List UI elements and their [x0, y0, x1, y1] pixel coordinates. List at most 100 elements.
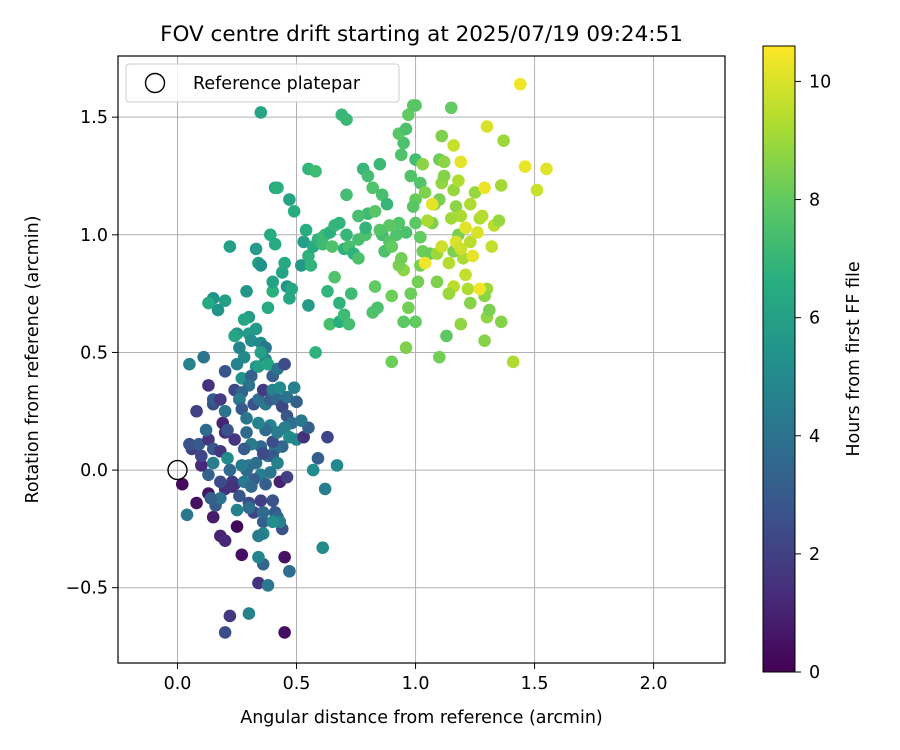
data-point: [230, 503, 244, 517]
colorbar-tick-label: 10: [809, 72, 831, 92]
data-point: [297, 430, 310, 444]
data-point: [340, 228, 353, 242]
colorbar-tick-label: 6: [809, 309, 820, 329]
data-point: [309, 164, 322, 178]
data-points: [175, 77, 553, 639]
data-point: [283, 193, 296, 206]
data-point: [206, 510, 220, 524]
data-point: [221, 423, 234, 437]
data-point: [240, 412, 253, 425]
data-point: [214, 475, 227, 489]
data-point: [225, 480, 239, 493]
data-point: [359, 221, 372, 235]
data-point: [380, 197, 394, 211]
data-point: [297, 235, 310, 249]
data-point: [252, 416, 265, 430]
data-point: [492, 214, 506, 227]
data-point: [373, 157, 387, 171]
data-point: [368, 204, 382, 218]
data-point: [214, 492, 227, 505]
data-point: [399, 226, 413, 239]
data-point: [337, 308, 351, 322]
data-point: [449, 200, 463, 213]
data-point: [344, 287, 358, 300]
data-point: [290, 395, 303, 409]
data-point: [271, 456, 284, 470]
data-point: [287, 381, 301, 395]
data-point: [218, 534, 232, 547]
data-point: [202, 468, 215, 482]
data-point: [333, 296, 346, 310]
data-point: [223, 463, 237, 477]
data-point: [330, 459, 344, 472]
x-tick-label: 0.5: [283, 674, 311, 694]
data-point: [352, 252, 365, 265]
data-point: [202, 433, 215, 446]
legend-box: [125, 63, 400, 103]
data-point: [249, 456, 263, 470]
data-point: [454, 209, 468, 223]
data-point: [454, 317, 468, 331]
data-point: [513, 77, 527, 91]
data-point: [342, 317, 356, 331]
data-point: [399, 341, 413, 355]
data-point: [418, 256, 432, 270]
data-point: [218, 294, 232, 307]
data-point: [221, 452, 234, 465]
data-point: [254, 494, 268, 507]
colorbar-tick-label: 0: [809, 663, 820, 683]
chart-title: FOV centre drift starting at 2025/07/19 …: [160, 22, 683, 47]
colorbar-gradient: [762, 45, 796, 673]
data-point: [304, 259, 318, 272]
x-tick-label: 0.0: [164, 674, 192, 694]
data-point: [385, 355, 399, 369]
reference-platepar-marker: [167, 459, 188, 481]
data-point: [409, 99, 422, 112]
data-point: [340, 188, 353, 202]
y-tick-label: 0.0: [80, 461, 108, 481]
data-point: [218, 404, 232, 418]
data-point: [321, 430, 334, 444]
data-point: [463, 235, 477, 249]
data-point: [452, 174, 465, 187]
data-point: [530, 183, 544, 197]
data-point: [361, 169, 375, 183]
data-point: [235, 548, 249, 562]
data-point: [287, 204, 301, 218]
data-point: [302, 299, 315, 312]
data-point: [373, 223, 387, 237]
data-point: [271, 181, 284, 195]
data-point: [440, 329, 453, 343]
data-point: [199, 423, 213, 437]
data-point: [316, 541, 330, 555]
data-point: [285, 282, 299, 296]
data-point: [214, 393, 227, 406]
data-point: [261, 301, 275, 315]
data-point: [309, 346, 322, 359]
colorbar-tick-label: 2: [809, 545, 820, 565]
data-point: [261, 357, 275, 371]
data-point: [240, 284, 253, 298]
data-point: [437, 169, 451, 183]
data-point: [411, 275, 425, 289]
data-point: [180, 508, 194, 522]
data-point: [435, 129, 449, 143]
data-point: [459, 268, 472, 282]
data-point: [223, 609, 237, 623]
data-point: [468, 186, 482, 199]
data-point: [399, 122, 413, 136]
data-point: [249, 322, 263, 336]
data-point: [461, 282, 475, 296]
data-point: [275, 400, 289, 413]
data-point: [278, 550, 291, 564]
colorbar-tick-label: 8: [809, 191, 820, 211]
data-point: [416, 157, 429, 171]
data-point: [454, 242, 468, 256]
data-point: [497, 134, 510, 147]
data-point: [494, 179, 508, 192]
data-point: [228, 329, 241, 343]
x-tick-label: 1.0: [402, 674, 430, 694]
data-point: [425, 197, 439, 211]
data-point: [454, 155, 468, 169]
